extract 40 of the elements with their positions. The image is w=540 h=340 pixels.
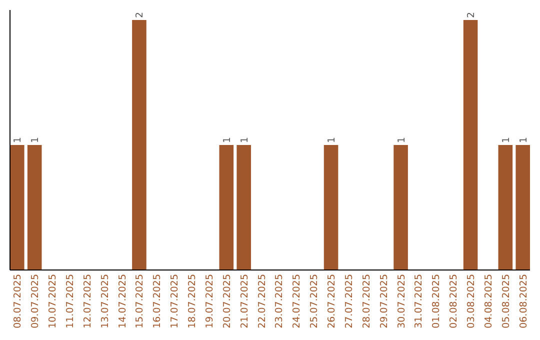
x-tick-label: 17.07.2025 <box>170 274 181 328</box>
data-label: 2 <box>466 12 478 18</box>
data-label: 1 <box>326 136 338 143</box>
x-tick-label: 30.07.2025 <box>396 274 408 328</box>
x-tick-label: 10.07.2025 <box>48 274 59 328</box>
x-tick-label: 11.07.2025 <box>64 274 76 328</box>
x-tick-label: 06.08.2025 <box>518 274 530 328</box>
x-tick-label: 19.07.2025 <box>204 274 216 328</box>
x-tick-label: 12.07.2025 <box>82 274 94 328</box>
x-tick-label: 22.07.2025 <box>256 274 268 328</box>
x-tick-label: 09.07.2025 <box>30 274 42 328</box>
x-tick-label: 21.07.2025 <box>239 274 250 328</box>
x-tick-label: 14.07.2025 <box>117 274 128 328</box>
x-tick-label: 31.07.2025 <box>414 274 425 328</box>
x-tick-label: 28.07.2025 <box>361 274 372 328</box>
data-label: 1 <box>30 136 42 143</box>
data-label: 1 <box>222 136 233 143</box>
x-tick-label: 08.07.2025 <box>12 274 24 328</box>
data-label: 1 <box>500 136 512 143</box>
x-tick-label: 23.07.2025 <box>274 274 286 328</box>
x-tick-label: 01.08.2025 <box>431 274 442 328</box>
data-label: 1 <box>518 136 530 143</box>
x-tick-label: 16.07.2025 <box>152 274 164 328</box>
x-tick-label: 13.07.2025 <box>100 274 111 328</box>
x-tick-label: 03.08.2025 <box>466 274 478 328</box>
x-tick-label: 24.07.2025 <box>292 274 303 328</box>
x-tick-label: 15.07.2025 <box>134 274 146 328</box>
x-tick-label: 29.07.2025 <box>378 274 390 328</box>
x-tick-label: 02.08.2025 <box>448 274 460 328</box>
x-tick-label: 25.07.2025 <box>309 274 320 328</box>
data-label: 1 <box>239 136 250 143</box>
x-tick-label: 05.08.2025 <box>500 274 512 328</box>
data-label: 2 <box>134 12 146 18</box>
data-label: 1 <box>396 136 408 143</box>
x-tick-label: 04.08.2025 <box>483 274 494 328</box>
x-tick-label: 18.07.2025 <box>187 274 198 328</box>
x-tick-label: 26.07.2025 <box>326 274 338 328</box>
x-tick-label: 20.07.2025 <box>222 274 233 328</box>
data-label: 1 <box>12 136 24 143</box>
x-tick-label: 27.07.2025 <box>344 274 355 328</box>
